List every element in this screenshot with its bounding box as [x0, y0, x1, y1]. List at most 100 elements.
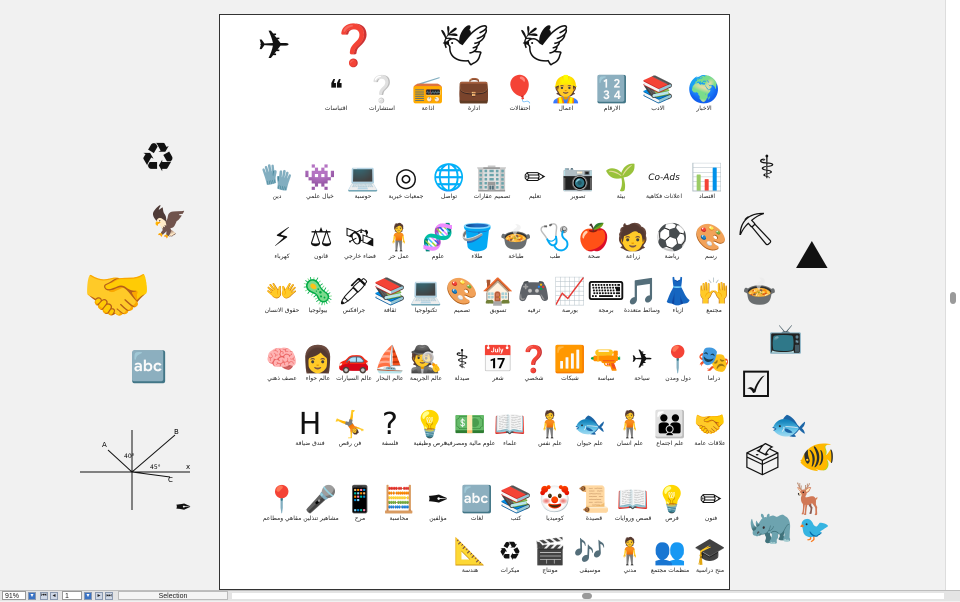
laptop-icon[interactable]: 💻 حوسبة: [337, 163, 389, 201]
quotes-icon[interactable]: ❝ اقتباسات: [310, 75, 362, 113]
horizontal-scroll-thumb[interactable]: [582, 593, 592, 599]
poem-icon[interactable]: 📜 قصيدة: [568, 485, 620, 523]
pharmacy-icon[interactable]: ⚕ صيدلة: [436, 345, 488, 383]
head-question-icon[interactable]: ❓ شخصي: [508, 345, 560, 383]
crowd-icon[interactable]: 🙌 مجتمع: [688, 277, 740, 315]
numbers-icon[interactable]: 🔢 الارقام: [586, 75, 638, 113]
vector-diagram[interactable]: A B C x 40° 45°: [80, 425, 195, 515]
clapper-icon[interactable]: 🎬 مونتاج: [524, 537, 576, 575]
sci-fi-icon[interactable]: 👾 خيال علمي: [294, 163, 346, 201]
next-page-icon[interactable]: ▸: [95, 592, 103, 600]
spy-icon[interactable]: 🕵 عالم الجريمة: [400, 345, 452, 383]
family-icon[interactable]: 👪 علم اجتماع: [644, 410, 696, 448]
paper-plane-icon[interactable]: ✈: [248, 23, 300, 69]
lightning-icon[interactable]: ⚡ كهرباء: [256, 223, 308, 261]
tv-icon[interactable]: 📺: [768, 322, 803, 355]
chef-icon[interactable]: 🍲 طباخة: [490, 223, 542, 261]
calendar-icon[interactable]: 📅 شعر: [472, 345, 524, 383]
vertical-scroll-thumb[interactable]: [950, 292, 956, 304]
news-globe-icon[interactable]: 🌍 الاخبار: [678, 75, 730, 113]
recycle-icon[interactable]: ♻ ميكرات: [484, 537, 536, 575]
art-tools-icon[interactable]: ✏ فنون: [685, 485, 737, 523]
checkbox-icon[interactable]: ☑: [740, 365, 773, 406]
crowd-icon[interactable]: 👥 منظمات مجتمع: [644, 537, 696, 575]
mountain-icon[interactable]: ⛰: [795, 232, 829, 278]
reader-icon[interactable]: 📖 علماء: [484, 410, 536, 448]
page-dropdown-icon[interactable]: ▾: [84, 592, 92, 600]
aperture-icon[interactable]: ◎ جمعيات خيرية: [380, 163, 432, 201]
mode-indicator[interactable]: Selection: [118, 591, 228, 600]
abc-blocks-icon[interactable]: 🔤 لغات: [451, 485, 503, 523]
horizontal-scrollbar[interactable]: [232, 593, 944, 599]
lightbulb-icon[interactable]: 💡 فرص: [646, 485, 698, 523]
phone-icon[interactable]: 📱 مرح: [334, 485, 386, 523]
last-page-icon[interactable]: ⏭: [105, 592, 113, 600]
consult-head-icon[interactable]: ❔ استشارات: [356, 75, 408, 113]
person-standing-icon[interactable]: 🧍 عمل حر: [373, 223, 425, 261]
zoom-dropdown-icon[interactable]: ▾: [28, 592, 36, 600]
fish-icon[interactable]: 🐠: [798, 440, 836, 475]
apple-icon[interactable]: 🍎 صحة: [568, 223, 620, 261]
binary-icon[interactable]: ⌨ برمجة: [580, 277, 632, 315]
clown-icon[interactable]: 🤡 كوميديا: [529, 485, 581, 523]
letter-h-icon[interactable]: H فندق ضيافة: [284, 410, 336, 448]
sailboat-icon[interactable]: ⛵ عالم البحار: [364, 345, 416, 383]
location-pin-icon[interactable]: 📍 دول ومدن: [652, 345, 704, 383]
globe-hand-icon[interactable]: 🌐 تواصل: [423, 163, 475, 201]
co-ads-icon[interactable]: Co-Ads اعلانات فكاهية: [638, 163, 690, 201]
house-arrow-icon[interactable]: 🏠 تسويق: [472, 277, 524, 315]
rifle-icon[interactable]: 🔫 سياسة: [580, 345, 632, 383]
palette-icon[interactable]: 🎨 رسم: [685, 223, 737, 261]
stethoscope-icon[interactable]: 🩺 طب: [529, 223, 581, 261]
airplane-icon[interactable]: ✈ سياحة: [616, 345, 668, 383]
zoom-field[interactable]: 91%: [2, 591, 26, 600]
books-icon[interactable]: 📚 كتب: [490, 485, 542, 523]
author-icon[interactable]: ✒ مؤلفين: [412, 485, 464, 523]
dna-icon[interactable]: 🧬 علوم: [412, 223, 464, 261]
glove-icon[interactable]: 🧤 دين: [251, 163, 303, 201]
rhino-icon[interactable]: 🦏: [748, 506, 793, 547]
bar-chart-icon[interactable]: 📊 اقتصاد: [681, 163, 733, 201]
pin-icon[interactable]: 📍 مقاهي ومطاعم: [256, 485, 308, 523]
first-page-icon[interactable]: ⏮: [40, 592, 48, 600]
page-field[interactable]: 1: [62, 591, 82, 600]
plant-icon[interactable]: 🌱 بيئة: [595, 163, 647, 201]
tools-icon[interactable]: ⛏: [735, 210, 776, 248]
compass-icon[interactable]: 📐 هندسة: [444, 537, 496, 575]
microphone-icon[interactable]: 🎤 مشاهير تنذلين: [295, 485, 347, 523]
farmer-icon[interactable]: 🧑 زراعة: [607, 223, 659, 261]
wifi-icon[interactable]: 📶 شبكات: [544, 345, 596, 383]
grad-bulb-icon[interactable]: 💡 فرص وظيفية: [404, 410, 456, 448]
pens-icon[interactable]: 🖊 جرافكس: [328, 277, 380, 315]
breakdancer-icon[interactable]: 🤸 فن رقص: [324, 410, 376, 448]
cooking-pot-icon[interactable]: 🍲: [742, 275, 777, 308]
grad-cap-icon[interactable]: 🎓 منح دراسية: [684, 537, 736, 575]
music-icon[interactable]: 🎶 موسيقى: [564, 537, 616, 575]
bird-icon[interactable]: 🐦: [798, 515, 831, 545]
scales-icon[interactable]: ⚖ قانون: [295, 223, 347, 261]
hands-person-icon[interactable]: 👐 حقوق الانسان: [256, 277, 308, 315]
soccer-ball-icon[interactable]: ⚽ رياضة: [646, 223, 698, 261]
deer-icon[interactable]: 🦌: [790, 482, 828, 517]
man-standing-icon[interactable]: 🧍 علم نفس: [524, 410, 576, 448]
music-notes-icon[interactable]: 🎵 وسائط متعددة: [616, 277, 668, 315]
question-mark-icon[interactable]: ? فلسفة: [364, 410, 416, 448]
dove-icon[interactable]: 🕊: [518, 23, 570, 69]
question-box-icon[interactable]: ❓: [328, 23, 380, 69]
briefcase-icon[interactable]: 💼 ادارة: [448, 75, 500, 113]
palette-icon[interactable]: 🎨 تصميم: [436, 277, 488, 315]
pharmacy-icon[interactable]: ⚕: [758, 148, 776, 186]
person-icon[interactable]: 🧍 علم انسان: [604, 410, 656, 448]
gamepad-icon[interactable]: 🎮 ترفيه: [508, 277, 560, 315]
brain-storm-icon[interactable]: 🧠 عصف ذهني: [256, 345, 308, 383]
prev-page-icon[interactable]: ◂: [50, 592, 58, 600]
camera-icon[interactable]: 📷 تصوير: [552, 163, 604, 201]
stock-chart-icon[interactable]: 📈 بورصة: [544, 277, 596, 315]
radio-icon[interactable]: 📻 اذاعة: [402, 75, 454, 113]
vertical-scrollbar[interactable]: [945, 0, 960, 590]
handshake-icon[interactable]: 🤝: [82, 263, 152, 328]
fish-icon[interactable]: 🐟 علم حيوان: [564, 410, 616, 448]
voter-icon[interactable]: 🗳: [742, 440, 783, 478]
laptop-icon[interactable]: 💻 تكنولوجيا: [400, 277, 452, 315]
buildings-icon[interactable]: 🏢 تصميم عقارات: [466, 163, 518, 201]
